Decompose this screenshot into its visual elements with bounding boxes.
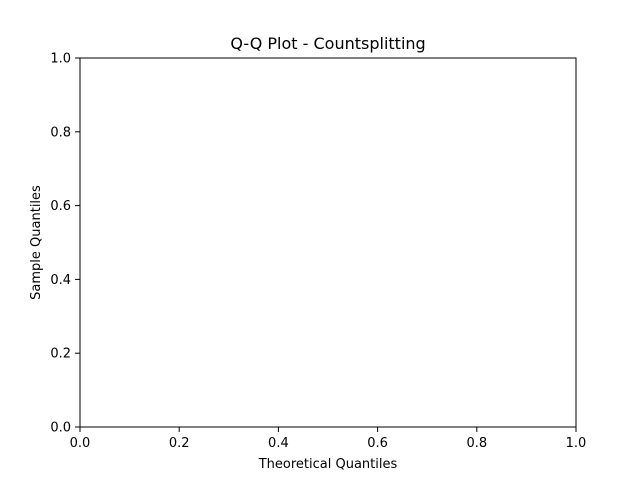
chart-title: Q-Q Plot - Countsplitting bbox=[230, 34, 425, 53]
y-tick-label: 1.0 bbox=[50, 52, 71, 67]
x-tick-label: 0.2 bbox=[169, 436, 190, 451]
x-axis-label: Theoretical Quantiles bbox=[258, 457, 398, 472]
x-axis-ticks: 0.0 0.2 0.4 0.6 0.8 1.0 bbox=[70, 427, 587, 451]
y-axis-label: Sample Quantiles bbox=[29, 185, 44, 300]
y-tick-label: 0.4 bbox=[50, 273, 71, 288]
plot-frame bbox=[79, 57, 577, 428]
y-tick-label: 0.0 bbox=[50, 421, 71, 436]
x-tick-label: 1.0 bbox=[566, 436, 587, 451]
x-tick-label: 0.8 bbox=[466, 436, 487, 451]
x-tick-label: 0.6 bbox=[367, 436, 388, 451]
y-tick-label: 0.8 bbox=[50, 125, 71, 140]
plot-area: 0.0 0.2 0.4 0.6 0.8 1.0 0.0 0.2 0.4 0.6 0.8 1.0 bbox=[50, 52, 586, 452]
y-axis-ticks: 0.0 0.2 0.4 0.6 0.8 1.0 bbox=[50, 52, 80, 436]
y-tick-label: 0.6 bbox=[50, 199, 71, 214]
x-tick-label: 0.4 bbox=[268, 436, 289, 451]
x-tick-label: 0.0 bbox=[70, 436, 91, 451]
y-tick-label: 0.2 bbox=[50, 347, 71, 362]
